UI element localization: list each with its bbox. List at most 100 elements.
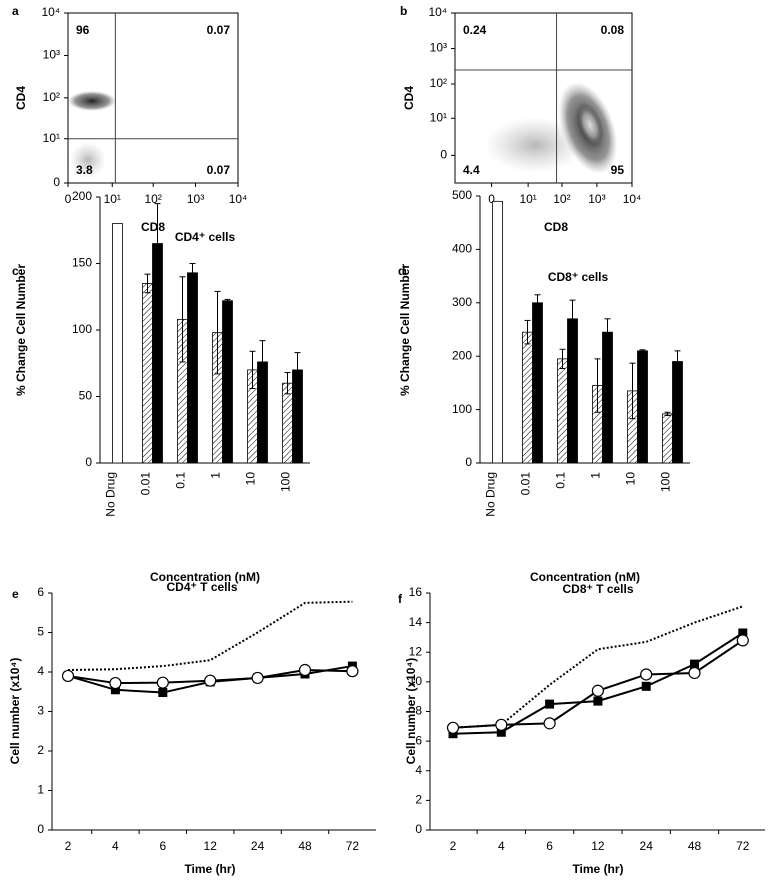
panel-letter: f (398, 592, 403, 606)
x-tick-label: 2 (450, 839, 457, 853)
x-tick-label: 12 (204, 839, 218, 853)
y-tick-label: 16 (409, 585, 423, 599)
y-tick-label: 6 (37, 585, 44, 599)
quadrant-value: 3.8 (76, 163, 93, 177)
bar (282, 382, 293, 464)
x-tick-label: 10 (624, 472, 638, 486)
y-tick-label: 4 (415, 763, 422, 777)
y-tick-label: 0 (440, 147, 447, 161)
x-axis-label: Time (hr) (572, 862, 623, 876)
marker (736, 634, 749, 647)
y-axis-label: CD4 (402, 86, 416, 110)
marker (158, 688, 168, 698)
population-cloud (485, 117, 585, 173)
series-line (67, 600, 353, 672)
y-tick-label: 3 (37, 704, 44, 718)
bar (672, 361, 683, 464)
quadrant-value: 4.4 (463, 163, 480, 177)
marker (688, 666, 701, 680)
y-tick-label: 10² (43, 90, 60, 104)
bar (662, 413, 673, 464)
x-tick-label: 10¹ (104, 192, 121, 206)
y-tick-label: 500 (452, 188, 472, 202)
y-tick-label: 8 (415, 704, 422, 718)
x-tick-label: 24 (640, 839, 654, 853)
x-tick-label: 1 (589, 472, 603, 479)
y-tick-label: 0 (465, 455, 472, 469)
x-tick-label: 10³ (187, 192, 204, 206)
y-tick-label: 400 (452, 242, 472, 256)
series-line (452, 605, 744, 729)
x-tick-label: 6 (546, 839, 553, 853)
x-axis-label: Concentration (nM) (150, 570, 260, 584)
marker (690, 659, 699, 669)
bar (187, 272, 198, 464)
marker (110, 685, 120, 695)
bar (492, 200, 503, 464)
x-tick-label: 10² (553, 192, 570, 206)
chart-title: CD8⁺ cells (548, 270, 609, 284)
chart-title: CD4⁺ T cells (166, 580, 237, 594)
population-clouds (68, 82, 618, 178)
marker (204, 674, 217, 687)
marker (156, 676, 169, 689)
bar (112, 223, 123, 464)
bar (567, 318, 578, 464)
y-tick-label: 14 (409, 615, 423, 629)
x-tick-label: 100 (279, 472, 293, 492)
x-tick-label: 0.1 (554, 472, 568, 489)
x-tick-label: No Drug (484, 472, 498, 517)
x-tick-label: 0.01 (519, 472, 533, 496)
marker (495, 718, 508, 731)
x-tick-label: 4 (112, 839, 119, 853)
x-tick-label: 10¹ (519, 192, 536, 206)
x-tick-label: 24 (251, 839, 265, 853)
quadrant-value: 96 (76, 23, 90, 37)
x-tick-label: 4 (498, 839, 505, 853)
y-tick-label: 150 (72, 256, 92, 270)
panel-letter: b (400, 4, 407, 18)
marker (109, 676, 122, 690)
y-axis-label: Cell number (x10⁴) (8, 658, 22, 765)
bar (222, 300, 233, 464)
y-tick-label: 0 (53, 175, 60, 189)
marker (591, 684, 605, 697)
marker (446, 721, 460, 734)
population-cloud (576, 102, 604, 148)
y-tick-label: 2 (37, 743, 44, 757)
bar (557, 358, 568, 464)
y-axis-label: Cell number (x10⁴) (404, 658, 418, 765)
y-axis-label: % Change Cell Number (14, 264, 28, 396)
x-tick-label: 100 (659, 472, 673, 492)
quadrant-value: 95 (611, 163, 625, 177)
x-tick-label: 12 (591, 839, 605, 853)
y-tick-label: 5 (37, 625, 44, 639)
y-tick-label: 0 (85, 455, 92, 469)
y-axis-label: % Change Cell Number (398, 264, 412, 396)
series-line (452, 639, 744, 729)
x-tick-label: 10⁴ (229, 192, 248, 206)
panel-letter: e (12, 587, 19, 601)
chart-title: CD8⁺ T cells (562, 582, 633, 596)
x-tick-label: 0.01 (139, 472, 153, 496)
y-tick-label: 10⁴ (428, 5, 447, 19)
x-tick-label: 6 (159, 839, 166, 853)
y-tick-label: 10⁴ (41, 5, 60, 19)
bar (142, 283, 153, 464)
x-tick-label: 48 (688, 839, 702, 853)
marker (61, 669, 75, 683)
y-tick-label: 10¹ (43, 131, 60, 145)
x-tick-label: 10³ (588, 192, 605, 206)
marker (496, 727, 506, 737)
bar (637, 350, 648, 464)
x-tick-label: 10⁴ (623, 192, 642, 206)
panel-letter: a (12, 4, 19, 18)
x-axis-label: CD8 (141, 220, 165, 234)
chart-title: CD4⁺ cells (175, 230, 236, 244)
x-tick-label: 0 (488, 192, 495, 206)
y-tick-label: 10³ (430, 41, 447, 55)
y-axis-label: CD4 (14, 86, 28, 110)
bar (532, 302, 543, 464)
y-tick-label: 200 (72, 189, 92, 203)
